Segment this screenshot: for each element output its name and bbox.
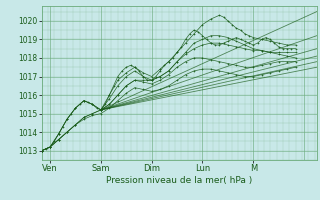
X-axis label: Pression niveau de la mer( hPa ): Pression niveau de la mer( hPa ): [106, 176, 252, 185]
